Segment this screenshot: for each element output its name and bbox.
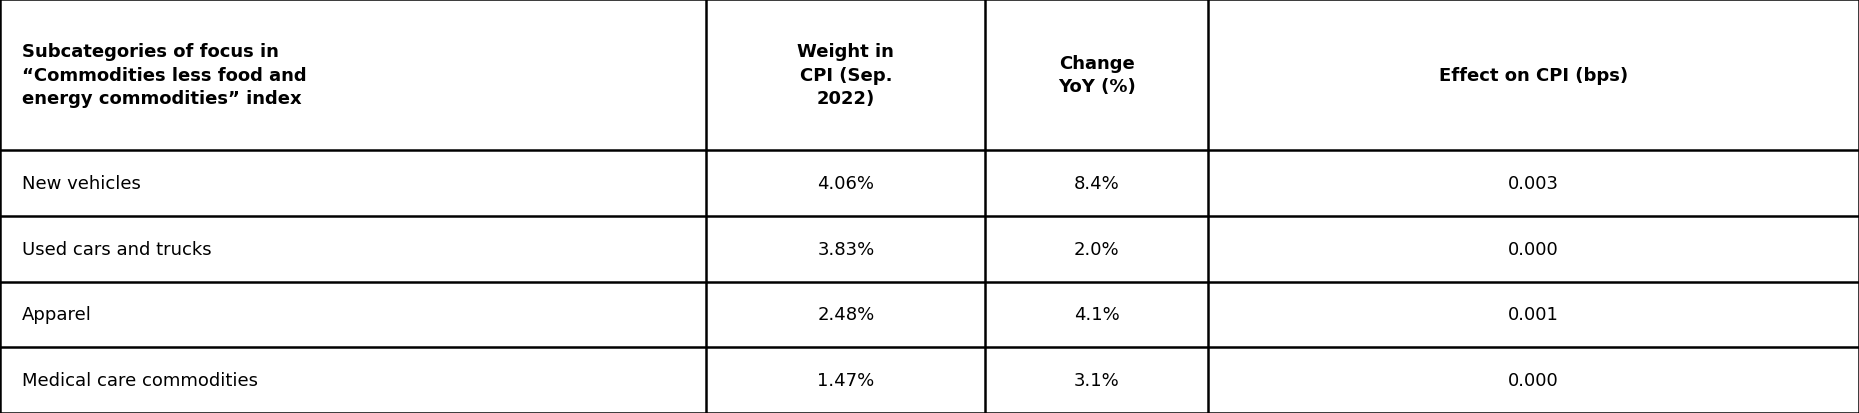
Text: 0.001: 0.001 bbox=[1508, 306, 1560, 323]
Text: Medical care commodities: Medical care commodities bbox=[22, 371, 258, 389]
Text: 3.83%: 3.83% bbox=[818, 240, 874, 258]
Text: 3.1%: 3.1% bbox=[1075, 371, 1119, 389]
Text: Weight in
CPI (Sep.
2022): Weight in CPI (Sep. 2022) bbox=[798, 43, 894, 108]
Text: 8.4%: 8.4% bbox=[1075, 175, 1119, 192]
Text: 0.003: 0.003 bbox=[1508, 175, 1560, 192]
Text: Change
YoY (%): Change YoY (%) bbox=[1058, 55, 1136, 96]
Text: Effect on CPI (bps): Effect on CPI (bps) bbox=[1439, 66, 1628, 84]
Text: Subcategories of focus in
“Commodities less food and
energy commodities” index: Subcategories of focus in “Commodities l… bbox=[22, 43, 307, 108]
Text: 1.47%: 1.47% bbox=[818, 371, 874, 389]
Text: New vehicles: New vehicles bbox=[22, 175, 141, 192]
Text: Used cars and trucks: Used cars and trucks bbox=[22, 240, 212, 258]
Text: 4.06%: 4.06% bbox=[818, 175, 874, 192]
Text: 2.48%: 2.48% bbox=[818, 306, 874, 323]
Text: 2.0%: 2.0% bbox=[1075, 240, 1119, 258]
Text: Apparel: Apparel bbox=[22, 306, 93, 323]
Text: 0.000: 0.000 bbox=[1508, 240, 1560, 258]
Text: 0.000: 0.000 bbox=[1508, 371, 1560, 389]
Text: 4.1%: 4.1% bbox=[1075, 306, 1119, 323]
